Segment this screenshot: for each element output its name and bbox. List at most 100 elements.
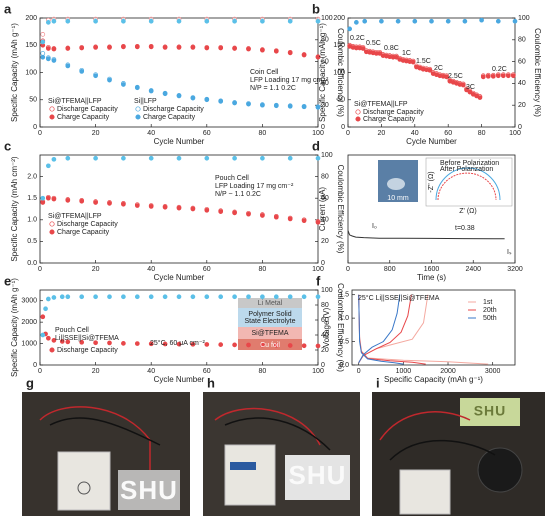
point: [500, 73, 506, 79]
x-tick-label: 60: [444, 130, 452, 137]
point: [190, 45, 196, 50]
point: [65, 18, 71, 24]
x-tick-label: 3200: [507, 266, 523, 273]
point: [93, 340, 98, 346]
y2-tick-label: 20: [321, 238, 329, 245]
point: [162, 341, 168, 347]
point: [218, 45, 224, 51]
point: [287, 343, 293, 348]
x-tick-label: 0: [38, 266, 42, 273]
point: [287, 50, 293, 56]
point: [445, 18, 451, 24]
y2-axis-label: Coulombic Efficiency (%): [336, 165, 345, 254]
point: [51, 338, 57, 343]
point: [45, 296, 51, 302]
legend-swatch: [49, 106, 55, 112]
annotation: 1.5C: [416, 58, 431, 65]
point: [467, 89, 473, 95]
y2-tick-label: 40: [518, 80, 526, 87]
annotation: I₀: [372, 223, 377, 230]
point: [121, 201, 126, 207]
point: [51, 156, 57, 162]
annotation: Coin Cell: [250, 69, 279, 76]
point: [162, 91, 168, 97]
point: [93, 155, 98, 161]
y-tick-label: 3000: [21, 298, 37, 305]
y-tick-label: 0.0: [339, 362, 349, 369]
point: [232, 100, 237, 106]
point: [246, 101, 251, 107]
point: [134, 294, 140, 300]
x-tick-label: 0: [346, 266, 350, 273]
point: [121, 341, 126, 346]
point: [204, 342, 210, 347]
plot-frame: [351, 289, 516, 366]
point: [301, 343, 307, 349]
led-sign: SHU: [289, 460, 347, 490]
annotation: Li Metal: [258, 300, 283, 307]
y-tick-label: 150: [333, 42, 345, 49]
point: [40, 332, 46, 338]
photo-g: [22, 392, 190, 516]
point: [246, 211, 251, 217]
y2-tick-label: 0: [321, 124, 325, 131]
point: [40, 195, 46, 201]
legend-swatch: [49, 347, 55, 353]
x-tick-label: 100: [312, 266, 324, 273]
annotation: -Z'' (Ω): [428, 171, 435, 192]
point: [510, 73, 516, 79]
point: [495, 18, 501, 24]
point: [51, 295, 57, 300]
point: [429, 18, 434, 24]
annotation: 0.2C: [492, 66, 507, 73]
point: [121, 82, 126, 87]
annotation: After Polarization: [440, 166, 493, 173]
point: [354, 20, 359, 25]
point: [40, 31, 46, 37]
annotation: Before Polarization: [440, 160, 499, 167]
annotation: 0.5C: [366, 40, 381, 47]
annotation: Pouch Cell: [215, 175, 249, 182]
legend-group: Si@TFEMA||LFP: [354, 101, 408, 108]
annotation: Z' (Ω): [459, 208, 476, 215]
point: [45, 46, 51, 51]
x-tick-label: 1000: [396, 368, 412, 375]
legend-swatch: [135, 114, 141, 120]
x-tick-label: 2000: [440, 368, 456, 375]
layer-cu: [238, 339, 302, 350]
point: [190, 341, 196, 347]
point: [190, 294, 196, 300]
annotation: N/P ~ 1.1 0.2C: [215, 191, 261, 198]
plot-frame: [39, 289, 319, 366]
point: [40, 51, 46, 56]
annotation: 25°C, 60 μA cm⁻²: [150, 339, 206, 347]
point: [45, 163, 51, 169]
point: [287, 103, 293, 109]
x-tick-label: 0: [346, 130, 350, 137]
x-tick-label: 20: [92, 266, 100, 273]
x-tick-label: 20: [92, 368, 100, 375]
point: [273, 342, 279, 348]
y-tick-label: 50: [337, 97, 345, 104]
legend-group: Si@TFEMA||LFP: [48, 213, 102, 220]
annotation: Si@TFEMA: [251, 330, 288, 337]
point: [462, 18, 468, 24]
y-tick-label: 2000: [21, 319, 37, 326]
point: [464, 87, 469, 93]
point: [148, 294, 154, 300]
y2-tick-label: 60: [321, 317, 329, 324]
x-tick-label: 100: [312, 368, 324, 375]
legend-swatch: [355, 116, 361, 122]
led-sign: SHU: [474, 403, 507, 419]
y2-tick-label: 0: [518, 124, 522, 131]
point: [93, 294, 98, 300]
point: [218, 294, 224, 300]
membrane: [387, 178, 405, 190]
point: [162, 204, 168, 210]
photo-i: [372, 392, 545, 516]
legend-label: Discharge Capacity: [57, 347, 118, 354]
y-tick-label: 0.0: [27, 260, 37, 267]
legend-label: 1st: [483, 299, 492, 306]
legend-label: Charge Capacity: [57, 114, 110, 121]
